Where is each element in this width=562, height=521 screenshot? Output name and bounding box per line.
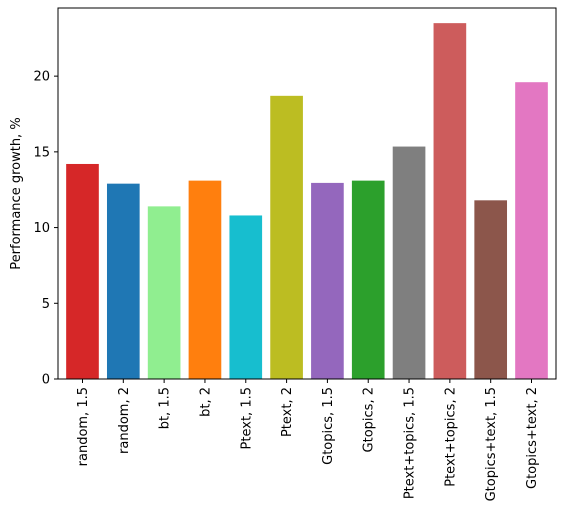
bars-group xyxy=(66,23,548,380)
x-tick-label-11: Gtopics+text, 2 xyxy=(525,387,540,489)
x-tick-label-9: Ptext+topics, 2 xyxy=(443,387,458,487)
bar-4 xyxy=(229,215,263,379)
bar-2 xyxy=(147,206,181,379)
x-tick-label-5: Ptext, 2 xyxy=(280,387,295,437)
plot-frame xyxy=(57,7,557,380)
y-tick-label-0: 0 xyxy=(42,373,50,388)
bar-3 xyxy=(188,180,222,379)
bar-6 xyxy=(311,182,344,379)
bar-5 xyxy=(270,95,303,379)
y-tick-label-3: 15 xyxy=(33,145,50,160)
bar-9 xyxy=(433,23,467,380)
y-tick-label-1: 5 xyxy=(42,297,50,312)
y-tick-label-4: 20 xyxy=(33,70,50,85)
bar-7 xyxy=(351,180,385,379)
x-tick-label-7: Gtopics, 2 xyxy=(362,387,377,452)
bar-11 xyxy=(515,82,548,379)
bar-10 xyxy=(474,200,508,379)
bar-8 xyxy=(392,146,426,379)
x-axis: random, 1.5 random, 2 bt, 1.5 bt, 2 Ptext, 1… xyxy=(76,379,540,501)
y-axis-label: Performance growth, % xyxy=(9,117,24,269)
y-tick-label-2: 10 xyxy=(33,221,50,236)
x-tick-label-4: Ptext, 1.5 xyxy=(239,387,254,449)
x-tick-label-6: Gtopics, 1.5 xyxy=(321,387,336,465)
x-tick-label-1: random, 2 xyxy=(117,387,132,454)
bar-1 xyxy=(106,183,140,379)
bar-0 xyxy=(66,163,99,379)
x-tick-label-8: Ptext+topics, 1.5 xyxy=(403,387,418,499)
x-tick-label-3: bt, 2 xyxy=(198,387,213,417)
x-tick-label-2: bt, 1.5 xyxy=(158,387,173,429)
x-tick-label-10: Gtopics+text, 1.5 xyxy=(484,387,499,501)
y-axis: 0 5 10 15 20 xyxy=(33,70,58,388)
x-tick-label-0: random, 1.5 xyxy=(76,387,91,466)
